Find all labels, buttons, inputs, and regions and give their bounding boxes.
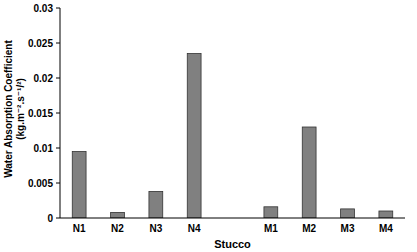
x-tick-label: N3 [149,223,162,234]
bar [72,152,86,219]
y-tick-label: 0.03 [34,3,54,14]
x-axis-label: Stucco [214,238,251,250]
x-tick-label: N2 [111,223,124,234]
y-tick [56,43,60,44]
y-tick [56,8,60,9]
chart: 0 0.005 0.01 0.015 0.02 0.025 0.03 N1 N2 N3 N4 M1 M2… [0,0,417,252]
x-axis [60,218,405,219]
y-tick [56,113,60,114]
y-tick-label: 0.005 [28,178,53,189]
y-axis-label: Water Absorption Coefficient [3,40,14,178]
y-tick-label: 0.025 [28,38,53,49]
bars [72,54,392,219]
bar [264,207,278,218]
bar [149,191,163,218]
y-tick [56,183,60,184]
bar [341,209,355,218]
x-tick-label: M3 [341,223,355,234]
y-tick [56,148,60,149]
x-tick-label: M4 [379,223,393,234]
bar [187,54,201,219]
y-tick-label: 0 [47,213,53,224]
bar [302,127,316,218]
x-tick-label: N4 [188,223,201,234]
y-tick [56,78,60,79]
y-tick-label: 0.02 [34,73,54,84]
y-tick-label: 0.015 [28,108,53,119]
y-axis-label: (kg.m⁻².s⁻¹/²) [15,78,26,140]
x-tick-label: M1 [264,223,278,234]
x-tick-label: N1 [73,223,86,234]
bar [111,212,125,218]
bar [379,211,393,218]
y-tick-label: 0.01 [34,143,54,154]
x-tick-label: M2 [302,223,316,234]
y-tick [56,218,60,219]
